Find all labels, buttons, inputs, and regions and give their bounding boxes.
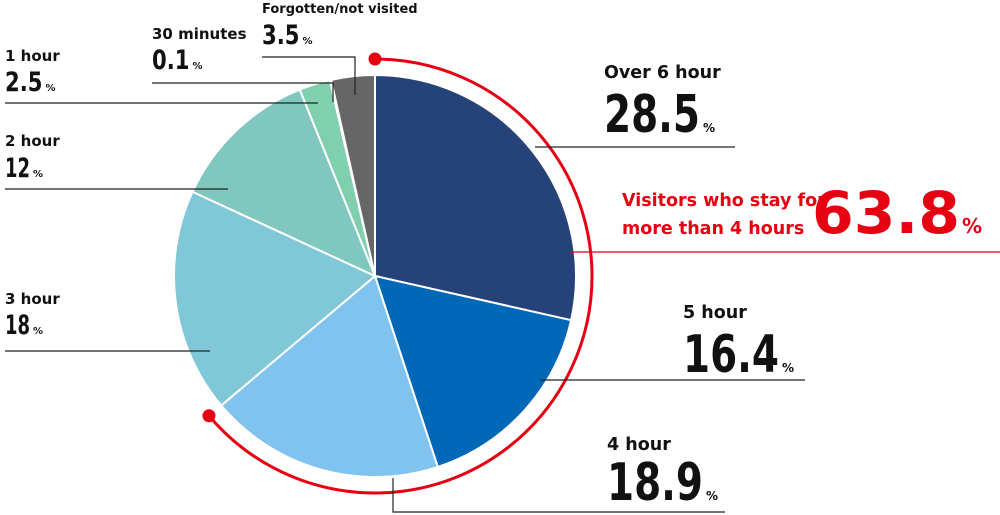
pie-slice-forgotten-not-visited — [329, 73, 376, 277]
slice-value-30-minutes: 0.1 — [152, 45, 190, 76]
leader-line-4-hour — [392, 478, 725, 513]
slice-value-2-hour: 12 — [5, 153, 30, 184]
slice-unit-30-minutes: % — [193, 61, 203, 72]
slice-label-over-6-hour: Over 6 hour — [604, 63, 721, 83]
highlight-callout: Visitors who stay for more than 4 hours … — [570, 179, 1000, 253]
slice-unit-4-hour: % — [706, 489, 718, 503]
leader-lines — [5, 56, 805, 513]
slice-value-over-6-hour: 28.5 — [604, 85, 700, 145]
pie-slices — [173, 73, 577, 478]
pie-slice-5-hour — [373, 274, 573, 469]
slice-unit-5-hour: % — [782, 361, 794, 375]
highlight-text-line2: more than 4 hours — [622, 219, 804, 239]
slice-label-3-hour: 3 hour — [5, 290, 60, 308]
slice-value-4-hour: 18.9 — [607, 453, 703, 513]
slice-unit-3-hour: % — [33, 326, 43, 337]
pie-slice-2-hour — [191, 88, 377, 278]
leader-line-forgotten-not-visited — [262, 56, 356, 95]
slice-label-4-hour: 4 hour — [607, 435, 671, 455]
pie-slice-4-hour — [219, 274, 440, 478]
pie-slice-3-hour — [173, 190, 377, 407]
slice-label-forgotten-not-visited: Forgotten/not visited — [262, 2, 418, 17]
slice-unit-2-hour: % — [33, 169, 43, 180]
leader-line-30-minutes — [152, 82, 334, 102]
slice-value-5-hour: 16.4 — [683, 325, 779, 385]
pie-slice-over-6-hour — [374, 73, 577, 322]
slice-label-1-hour: 1 hour — [5, 47, 60, 65]
slice-label-2-hour: 2 hour — [5, 132, 60, 150]
slice-value-forgotten-not-visited: 3.5 — [262, 20, 300, 51]
highlight-text-line1: Visitors who stay for — [622, 191, 826, 211]
slice-value-1-hour: 2.5 — [5, 67, 43, 98]
highlight-unit: % — [962, 214, 982, 238]
slice-unit-1-hour: % — [46, 83, 56, 94]
highlight-arc-end-dot — [202, 409, 216, 423]
slice-unit-forgotten-not-visited: % — [303, 36, 313, 47]
slice-label-30-minutes: 30 minutes — [152, 25, 247, 43]
highlight-arc — [207, 57, 594, 495]
slice-unit-over-6-hour: % — [703, 121, 715, 135]
highlight-arc-start-dot — [368, 52, 382, 66]
highlight-value: 63.8 — [812, 179, 960, 247]
slice-value-3-hour: 18 — [5, 310, 30, 341]
slice-label-5-hour: 5 hour — [683, 303, 747, 323]
highlight-arc-group — [202, 52, 594, 495]
